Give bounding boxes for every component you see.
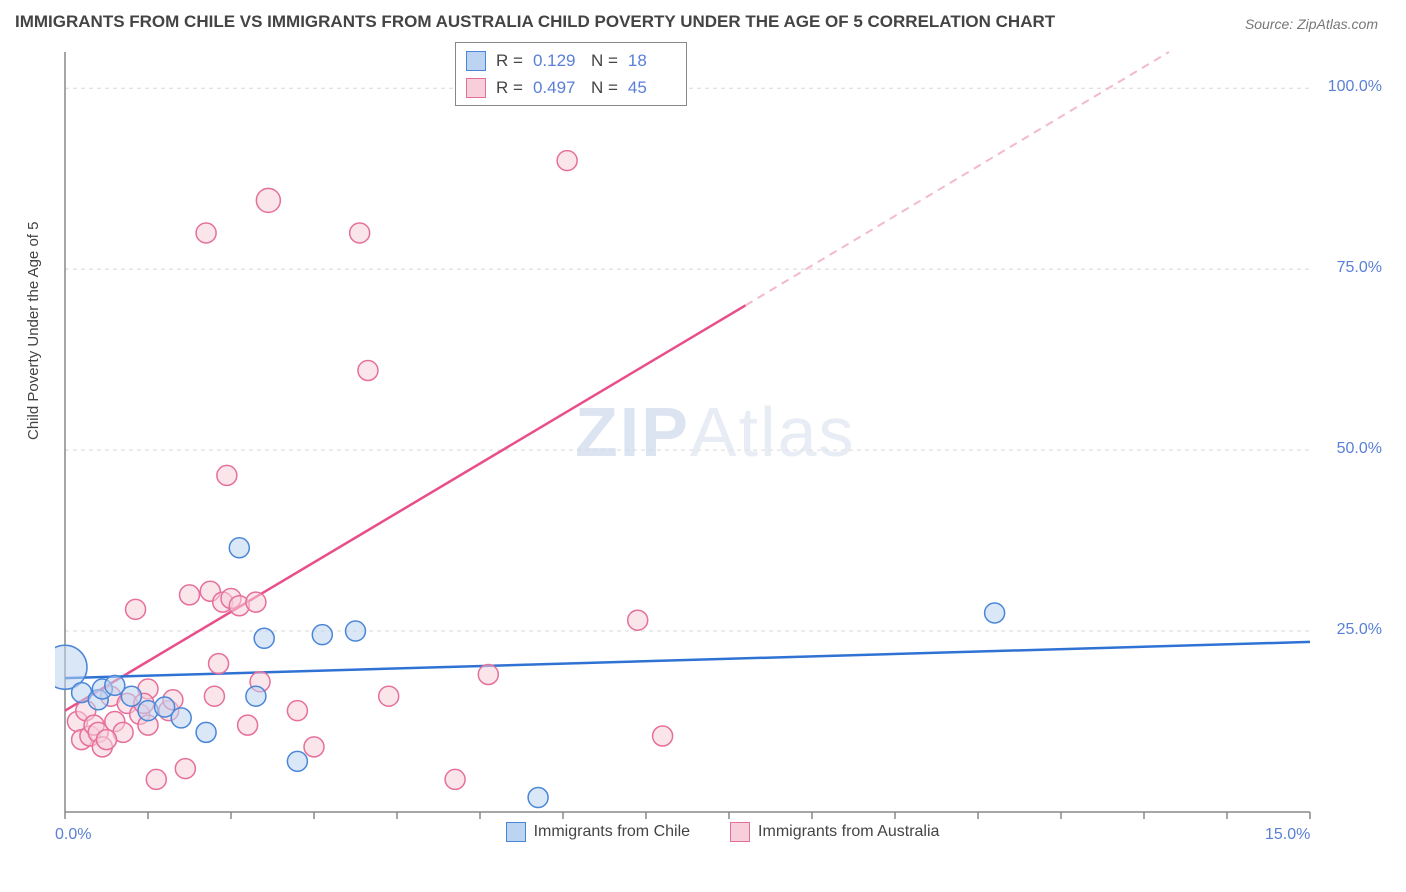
correlation-stats-box: R =0.129 N =18 R =0.497 N =45 [455, 42, 687, 106]
chart-svg [55, 42, 1390, 842]
y-tick-label: 75.0% [1337, 259, 1382, 277]
legend-label: Immigrants from Chile [534, 823, 690, 841]
x-tick-label: 0.0% [55, 826, 91, 844]
y-axis-label: Child Poverty Under the Age of 5 [25, 222, 42, 440]
y-tick-label: 100.0% [1328, 78, 1382, 96]
stats-row-australia: R =0.497 N =45 [466, 74, 676, 101]
australia-swatch-icon [466, 78, 486, 98]
bottom-legend: Immigrants from Chile Immigrants from Au… [55, 822, 1390, 842]
source-credit: Source: ZipAtlas.com [1245, 16, 1378, 32]
legend-item-chile: Immigrants from Chile [506, 822, 690, 842]
y-tick-label: 50.0% [1337, 440, 1382, 458]
legend-item-australia: Immigrants from Australia [730, 822, 939, 842]
x-tick-label: 15.0% [1265, 826, 1310, 844]
chile-swatch-icon [506, 822, 526, 842]
australia-swatch-icon [730, 822, 750, 842]
stats-row-chile: R =0.129 N =18 [466, 47, 676, 74]
legend-label: Immigrants from Australia [758, 823, 939, 841]
plot-area: ZIPAtlas R =0.129 N =18 R =0.497 N =45 I… [55, 42, 1390, 842]
chart-title: IMMIGRANTS FROM CHILE VS IMMIGRANTS FROM… [15, 12, 1055, 32]
chile-swatch-icon [466, 51, 486, 71]
y-tick-label: 25.0% [1337, 621, 1382, 639]
